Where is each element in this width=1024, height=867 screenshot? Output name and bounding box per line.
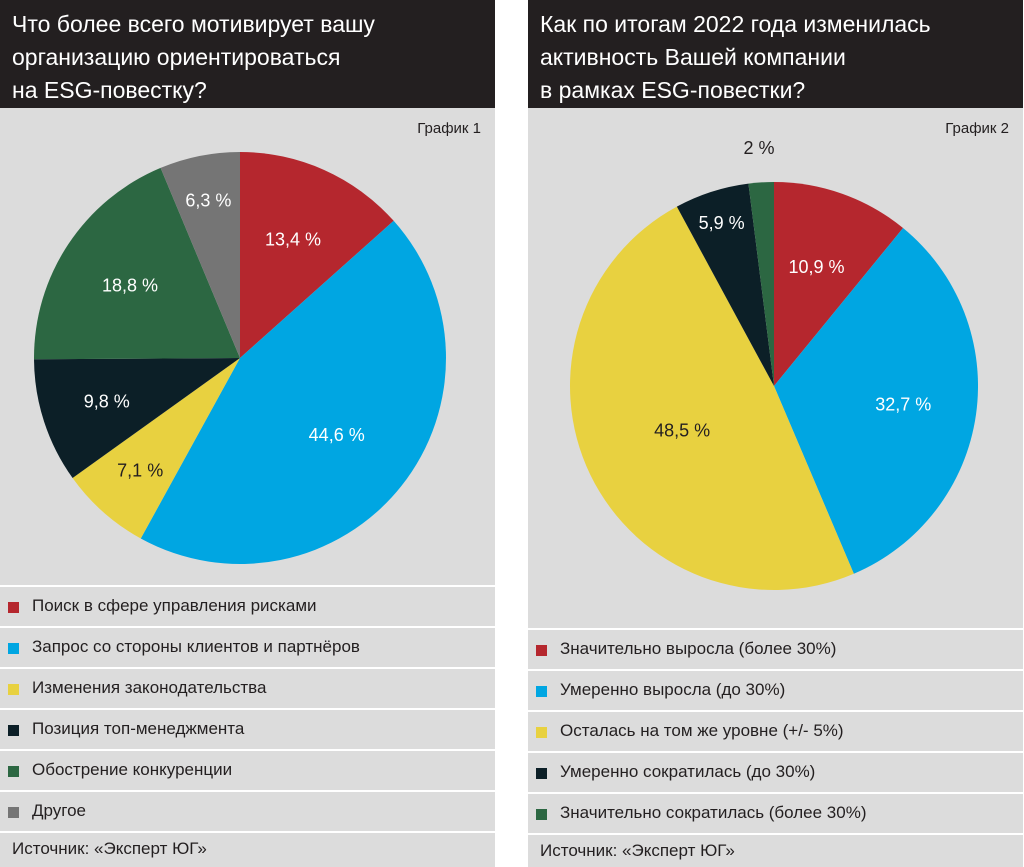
pie-slice xyxy=(569,206,854,591)
legend-item: Обострение конкуренции xyxy=(0,749,495,790)
pie-slice xyxy=(34,358,240,479)
legend-item: Умеренно сократилась (до 30%) xyxy=(528,751,1023,792)
legend-label: Значительно сократилась (более 30%) xyxy=(560,803,867,822)
chart-1-source: Источник: «Эксперт ЮГ» xyxy=(0,831,495,865)
chart-2-label: График 2 xyxy=(945,120,1009,137)
chart-panel-2: Как по итогам 2022 года изменилась актив… xyxy=(528,0,1023,867)
chart-2-title-line: активность Вашей компании xyxy=(540,44,846,70)
pie-slice-label: 10,9 % xyxy=(788,257,844,277)
legend-swatch xyxy=(536,809,547,820)
legend-item: Осталась на том же уровне (+/- 5%) xyxy=(528,710,1023,751)
pie-slice-label: 2 % xyxy=(743,138,774,158)
legend-swatch xyxy=(8,602,19,613)
pie-slice xyxy=(33,167,241,360)
legend-label: Обострение конкуренции xyxy=(32,760,233,779)
chart-2-legend: Значительно выросла (более 30%) Умеренно… xyxy=(528,628,1023,833)
pie-slice xyxy=(160,152,240,358)
legend-item: Другое xyxy=(0,790,495,831)
legend-item: Поиск в сфере управления рисками xyxy=(0,585,495,626)
legend-label: Позиция топ-менеджмента xyxy=(32,719,245,738)
legend-item: Позиция топ-менеджмента xyxy=(0,708,495,749)
chart-1-title-line: Что более всего мотивирует вашу xyxy=(12,11,375,37)
chart-1-title-line: на ESG-повестку? xyxy=(12,77,207,103)
pie-slice xyxy=(140,220,446,564)
legend-swatch xyxy=(8,643,19,654)
legend-label: Значительно выросла (более 30%) xyxy=(560,639,837,658)
chart-2-title: Как по итогам 2022 года изменилась актив… xyxy=(528,0,1023,108)
legend-label: Умеренно выросла (до 30%) xyxy=(560,680,786,699)
legend-label: Другое xyxy=(32,801,87,820)
pie-slice-label: 9,8 % xyxy=(84,391,130,411)
legend-swatch xyxy=(536,768,547,779)
pie-chart-1: 13,4 % 44,6 % 7,1 % 9,8 % 18,8 % 6,3 % xyxy=(33,152,446,564)
pie-slice-label: 7,1 % xyxy=(117,461,163,481)
legend-label: Поиск в сфере управления рисками xyxy=(32,596,317,615)
pie-slice xyxy=(240,152,394,358)
pie-slice-label: 18,8 % xyxy=(102,275,158,295)
chart-1-legend: Поиск в сфере управления рисками Запрос … xyxy=(0,585,495,831)
legend-label: Умеренно сократилась (до 30%) xyxy=(560,762,816,781)
pie-chart-2: 10,9 % 32,7 % 48,5 % 5,9 % 2 % xyxy=(569,138,979,591)
legend-item: Умеренно выросла (до 30%) xyxy=(528,669,1023,710)
legend-swatch xyxy=(8,766,19,777)
legend-label: Запрос со стороны клиентов и партнёров xyxy=(32,637,360,656)
legend-swatch xyxy=(536,686,547,697)
legend-swatch xyxy=(8,807,19,818)
chart-panel-1: Что более всего мотивирует вашу организа… xyxy=(0,0,495,867)
pie-slice-label: 48,5 % xyxy=(654,420,710,440)
legend-label: Изменения законодательства xyxy=(32,678,267,697)
pie-slice xyxy=(72,358,240,539)
pie-slice-label: 5,9 % xyxy=(699,213,745,233)
pie-slice xyxy=(774,182,904,386)
chart-2-source: Источник: «Эксперт ЮГ» xyxy=(528,833,1023,867)
chart-1-label: График 1 xyxy=(417,120,481,137)
pie-slice xyxy=(676,183,774,386)
legend-item: Изменения законодательства xyxy=(0,667,495,708)
chart-1-title-line: организацию ориентироваться xyxy=(12,44,341,70)
legend-swatch xyxy=(8,684,19,695)
legend-label: Осталась на том же уровне (+/- 5%) xyxy=(560,721,844,740)
legend-item: Значительно выросла (более 30%) xyxy=(528,628,1023,669)
legend-swatch xyxy=(8,725,19,736)
pie-slice-label: 13,4 % xyxy=(265,230,321,250)
chart-2-title-line: в рамках ESG-повестки? xyxy=(540,77,806,103)
legend-item: Значительно сократилась (более 30%) xyxy=(528,792,1023,833)
pie-slice xyxy=(774,228,979,574)
legend-item: Запрос со стороны клиентов и партнёров xyxy=(0,626,495,667)
chart-1-title: Что более всего мотивирует вашу организа… xyxy=(0,0,495,108)
pie-slice-label: 6,3 % xyxy=(185,191,231,211)
legend-swatch xyxy=(536,727,547,738)
pie-slice-label: 32,7 % xyxy=(875,394,931,414)
pie-slice-label: 44,6 % xyxy=(309,425,365,445)
chart-2-title-line: Как по итогам 2022 года изменилась xyxy=(540,11,931,37)
pie-slice xyxy=(748,182,774,386)
legend-swatch xyxy=(536,645,547,656)
